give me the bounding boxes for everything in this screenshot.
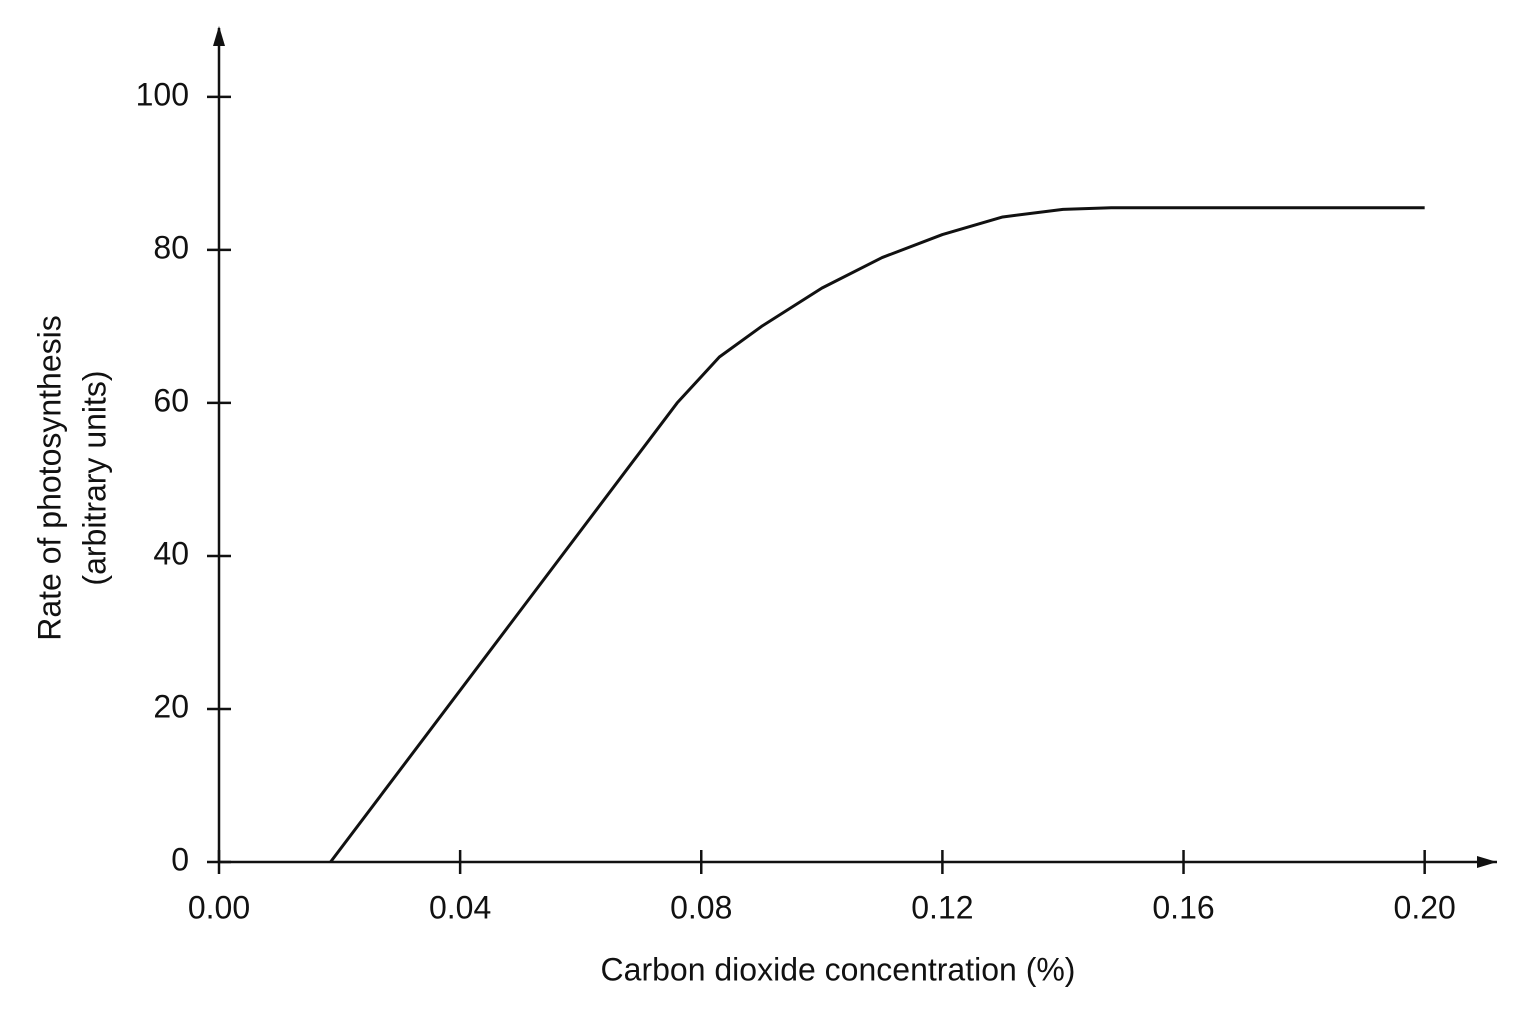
x-tick-label: 0.12 bbox=[911, 889, 973, 925]
y-tick-label: 100 bbox=[136, 76, 189, 112]
y-tick-label: 40 bbox=[153, 535, 189, 571]
y-tick-label: 20 bbox=[153, 688, 189, 724]
x-arrow bbox=[1477, 856, 1497, 868]
data-line bbox=[329, 206, 1425, 863]
y-axis-title: Rate of photosynthesis bbox=[31, 315, 67, 641]
y-tick-label: 80 bbox=[153, 229, 189, 265]
x-tick-label: 0.08 bbox=[670, 889, 732, 925]
y-arrow bbox=[213, 26, 225, 46]
y-axis-title: (arbitrary units) bbox=[76, 370, 112, 585]
y-tick-label: 60 bbox=[153, 382, 189, 418]
x-tick-label: 0.16 bbox=[1152, 889, 1214, 925]
x-tick-label: 0.04 bbox=[429, 889, 491, 925]
x-tick-label: 0.20 bbox=[1394, 889, 1456, 925]
y-tick-label: 0 bbox=[171, 841, 189, 877]
x-tick-label: 0.00 bbox=[188, 889, 250, 925]
x-axis-title: Carbon dioxide concentration (%) bbox=[601, 951, 1076, 987]
